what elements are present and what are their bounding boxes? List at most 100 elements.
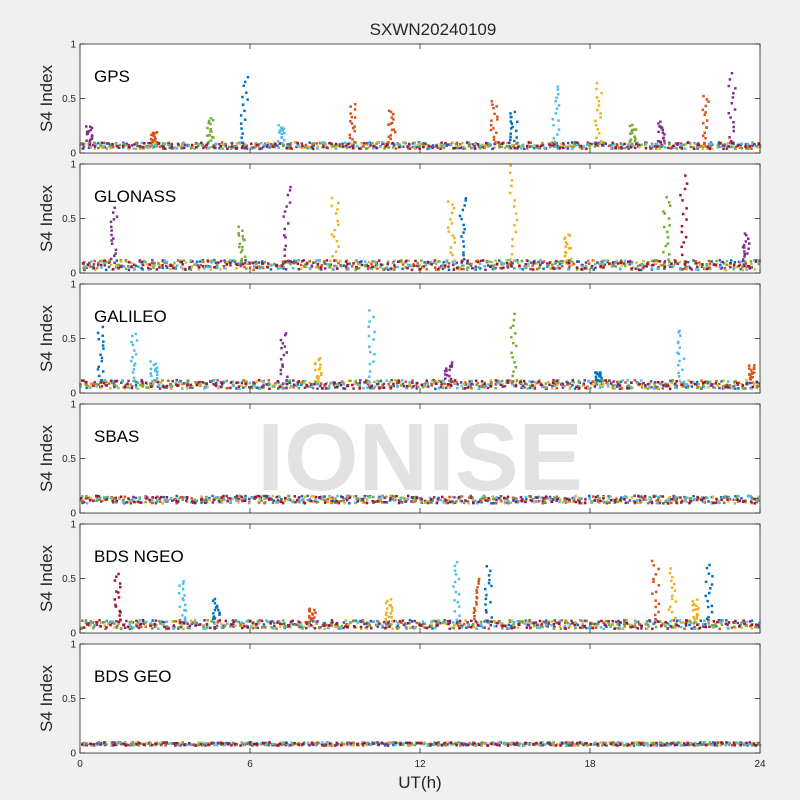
data-point — [300, 383, 303, 386]
data-point — [653, 259, 656, 263]
data-point — [319, 268, 323, 271]
data-point — [164, 620, 168, 624]
data-point — [276, 144, 279, 147]
data-point — [252, 381, 255, 384]
data-point — [532, 497, 535, 501]
data-point — [184, 268, 187, 271]
data-point — [650, 259, 654, 263]
data-point — [706, 146, 709, 150]
spike-point — [741, 259, 745, 263]
data-point — [578, 498, 582, 501]
data-point — [465, 268, 469, 272]
spike-point — [209, 122, 212, 126]
data-point — [675, 623, 679, 627]
data-point — [629, 626, 632, 629]
data-point — [531, 621, 534, 625]
data-point — [502, 141, 505, 145]
data-point — [386, 268, 390, 271]
data-point — [539, 144, 543, 148]
data-point — [334, 497, 337, 500]
spike-point — [101, 325, 105, 329]
spike-point — [677, 375, 681, 378]
data-point — [572, 144, 575, 147]
data-point — [756, 497, 760, 500]
spike-point — [241, 249, 244, 252]
data-point — [525, 626, 529, 629]
data-point — [201, 381, 204, 384]
data-point — [341, 142, 344, 145]
data-point — [733, 261, 737, 264]
data-point — [537, 147, 541, 150]
data-point — [689, 145, 693, 149]
data-point — [609, 625, 612, 629]
data-point — [654, 386, 658, 390]
data-point — [199, 263, 202, 267]
data-point — [619, 261, 623, 264]
data-point — [627, 260, 630, 263]
data-point — [91, 621, 95, 624]
data-point — [250, 142, 253, 146]
data-point — [297, 387, 300, 390]
spike-point — [283, 210, 287, 213]
data-point — [93, 623, 96, 627]
data-point — [504, 624, 507, 627]
data-point — [484, 268, 487, 272]
data-point — [634, 619, 637, 623]
data-point — [563, 624, 567, 628]
data-point — [83, 142, 86, 145]
spike-point — [280, 126, 283, 129]
spike-point — [743, 232, 747, 235]
data-point — [750, 623, 753, 627]
data-point — [347, 494, 350, 498]
data-point — [586, 143, 589, 147]
data-point — [190, 622, 194, 626]
spike-point — [114, 605, 118, 608]
data-point — [276, 499, 280, 502]
data-point — [498, 621, 502, 624]
spike-point — [633, 135, 636, 139]
data-point — [287, 261, 290, 265]
data-point — [523, 265, 527, 268]
data-point — [574, 143, 578, 146]
data-point — [177, 627, 180, 630]
data-point — [580, 268, 584, 271]
data-point — [360, 263, 364, 267]
data-point — [651, 627, 654, 631]
data-point — [688, 501, 691, 505]
data-point — [230, 625, 233, 628]
data-point — [441, 620, 445, 624]
data-point — [576, 143, 579, 146]
data-point — [230, 147, 233, 150]
spike-point — [681, 253, 684, 257]
data-point — [553, 143, 556, 146]
data-point — [393, 259, 396, 262]
data-point — [494, 624, 498, 628]
data-point — [444, 501, 448, 505]
data-point — [423, 499, 427, 503]
data-point — [238, 494, 242, 498]
spike-point — [178, 605, 182, 608]
data-point — [443, 266, 446, 269]
spike-point — [658, 125, 661, 128]
data-point — [441, 267, 445, 271]
spike-point — [682, 241, 685, 244]
data-point — [225, 494, 228, 498]
data-point — [605, 619, 608, 623]
data-point — [314, 260, 317, 264]
data-point — [672, 264, 675, 267]
data-point — [181, 267, 185, 270]
data-point — [105, 383, 108, 387]
spike-point — [569, 257, 573, 261]
data-point — [548, 383, 551, 386]
data-point — [727, 145, 730, 148]
spike-point — [701, 108, 705, 111]
data-point — [150, 385, 153, 388]
data-point — [165, 264, 168, 268]
data-point — [445, 499, 448, 502]
data-point — [727, 621, 731, 624]
data-point — [382, 386, 386, 389]
data-point — [208, 496, 211, 500]
data-point — [686, 384, 690, 388]
data-point — [241, 626, 244, 630]
data-point — [481, 143, 484, 146]
